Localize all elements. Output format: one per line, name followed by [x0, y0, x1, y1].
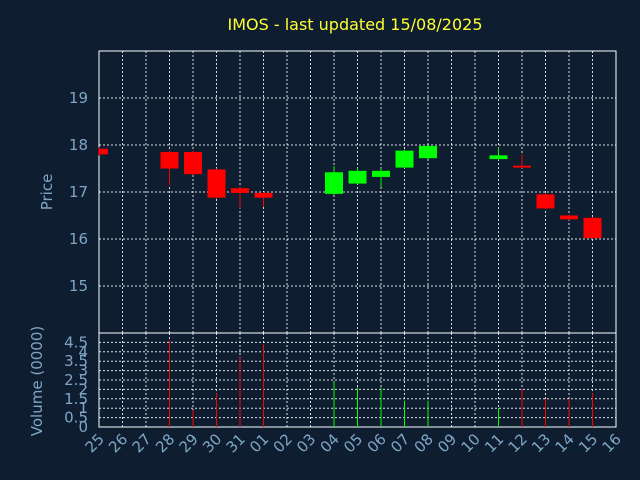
candle-body: [489, 155, 508, 160]
volume-tick-label: 4: [78, 343, 88, 361]
day-tick-label: 30: [199, 430, 225, 456]
day-tick-label: 29: [176, 430, 202, 456]
candle-body: [254, 192, 273, 198]
candle-body: [536, 194, 555, 209]
candles-layer: [98, 145, 602, 239]
day-tick-label: 04: [317, 430, 343, 456]
price-tick-label: 15: [69, 277, 88, 295]
candle-body: [395, 150, 414, 168]
x-axis-label: Day: [333, 458, 363, 476]
volume-tick-label: 3.5: [64, 352, 88, 370]
day-tick-label: 12: [505, 430, 531, 456]
day-tick-label: 13: [528, 430, 554, 456]
volume-tick-label: 0: [78, 418, 88, 436]
day-tick-label: 02: [270, 430, 296, 456]
candle-body: [160, 152, 179, 169]
day-tick-label: 11: [481, 430, 507, 456]
volume-tick-labels: 00.511.522.533.544.5: [64, 333, 88, 436]
day-tick-label: 27: [129, 430, 155, 456]
day-tick-label: 03: [293, 430, 319, 456]
day-tick-label: 28: [152, 430, 178, 456]
price-axis-label: Price: [38, 174, 56, 211]
volume-tick-label: 2: [78, 380, 88, 398]
day-tick-label: 14: [552, 430, 578, 456]
volume-tick-label: 1: [78, 399, 88, 417]
candle-body: [99, 148, 108, 155]
price-tick-label: 16: [69, 230, 88, 248]
day-tick-label: 05: [340, 430, 366, 456]
volume-tick-label: 1.5: [64, 390, 88, 408]
candle-body: [325, 172, 343, 194]
volume-tick-label: 3: [78, 362, 88, 380]
day-tick-label: 09: [434, 430, 460, 456]
volume-tick-label: 0.5: [64, 409, 88, 427]
day-tick-label: 01: [246, 430, 272, 456]
price-tick-labels: 15 16 17 18 19: [69, 89, 88, 295]
volume-tick-label: 4.5: [64, 333, 88, 351]
candle-body: [419, 145, 437, 159]
candle-body: [348, 170, 367, 184]
candle-body: [184, 152, 202, 175]
price-tick-label: 19: [69, 89, 88, 107]
price-tick-label: 17: [69, 183, 88, 201]
chart-title: IMOS - last updated 15/08/2025: [228, 15, 483, 34]
day-tick-label: 16: [599, 430, 625, 456]
price-tick-label: 18: [69, 136, 88, 154]
day-tick-label: 15: [575, 430, 601, 456]
day-tick-label: 08: [411, 430, 437, 456]
candle-body: [372, 170, 390, 177]
day-tick-label: 10: [458, 430, 484, 456]
candle-body: [560, 215, 578, 220]
candle-body: [207, 169, 226, 198]
day-tick-label: 06: [364, 430, 390, 456]
day-tick-labels: 2526272829303101020304050607080910111213…: [82, 430, 625, 456]
volume-bars-layer: [169, 340, 593, 427]
day-tick-label: 07: [387, 430, 413, 456]
candle-body: [583, 217, 602, 239]
day-tick-label: 26: [105, 430, 131, 456]
volume-tick-label: 2.5: [64, 371, 88, 389]
volume-axis-label: Volume (0000): [28, 326, 46, 436]
candle-body: [513, 165, 531, 168]
price-grid: [98, 51, 617, 333]
candle-body: [231, 188, 249, 193]
day-tick-label: 31: [223, 430, 249, 456]
